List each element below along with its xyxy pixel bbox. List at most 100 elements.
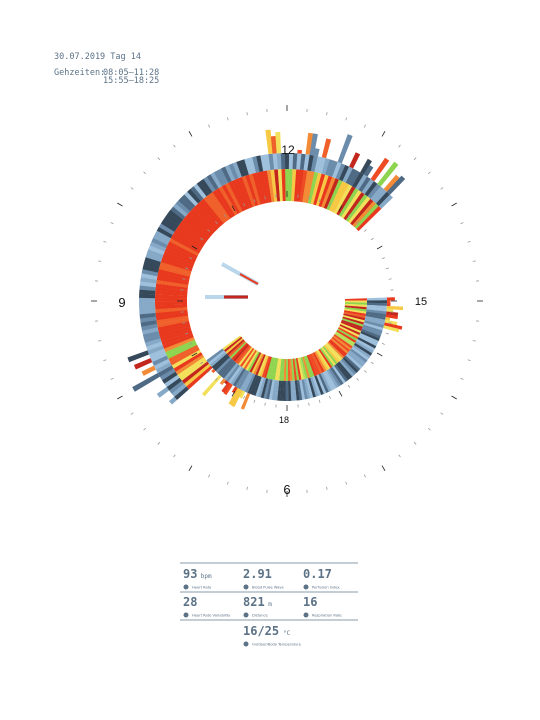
segment: [353, 342, 373, 356]
segment: [156, 279, 189, 288]
segment: [160, 258, 193, 272]
segment: [277, 380, 282, 401]
segment: [342, 166, 354, 183]
segment: [236, 345, 252, 365]
segment: [321, 138, 332, 159]
segment: [325, 159, 334, 176]
dial-label: 6: [283, 482, 290, 497]
segment: [361, 326, 382, 337]
dial-tick: [398, 144, 401, 148]
segment: [300, 356, 308, 379]
segment: [328, 368, 342, 387]
segment: [139, 301, 156, 307]
segment: [344, 298, 367, 301]
segment: [247, 374, 258, 394]
segment: [359, 333, 379, 344]
segment: [320, 372, 332, 392]
segment: [385, 316, 391, 321]
segment: [219, 378, 226, 386]
stat-label: Heart Rate Variability: [192, 614, 231, 618]
stat-label: Perfusion Index: [312, 586, 341, 590]
segment: [339, 324, 361, 336]
segment: [280, 153, 286, 170]
segment: [210, 172, 223, 189]
segment: [178, 222, 207, 244]
segment: [312, 376, 322, 396]
segment: [303, 378, 311, 399]
segment: [143, 260, 160, 270]
segment: [203, 196, 227, 224]
dial-tick: [440, 412, 444, 415]
segment: [148, 245, 165, 255]
segment: [224, 164, 236, 182]
segment: [172, 203, 188, 217]
segment: [335, 362, 351, 381]
segment: [159, 368, 176, 381]
segment: [272, 153, 279, 170]
segment: [302, 170, 312, 203]
dial-tick: [188, 465, 193, 471]
segment: [175, 354, 205, 375]
segment: [345, 353, 363, 370]
segment: [318, 157, 327, 174]
segment: [163, 216, 179, 229]
segment: [229, 341, 247, 359]
segment: [347, 351, 365, 368]
segment: [378, 194, 393, 209]
dial-tick: [364, 370, 367, 373]
segment: [206, 194, 229, 222]
segment: [140, 273, 158, 280]
segment: [327, 341, 345, 359]
dial-tick: [103, 359, 107, 362]
segment: [305, 355, 315, 377]
segment: [170, 234, 201, 254]
segment: [366, 307, 387, 312]
dial-tick: [398, 454, 401, 458]
segment: [165, 212, 181, 226]
segment: [160, 329, 192, 342]
segment: [301, 379, 308, 400]
segment: [234, 344, 251, 363]
segment: [166, 244, 197, 261]
segment: [239, 390, 246, 399]
segment: [297, 357, 304, 380]
segment: [354, 203, 379, 230]
segment: [314, 375, 324, 396]
segment: [324, 343, 341, 362]
dial-tick: [143, 171, 147, 175]
stat-value: 93: [183, 567, 197, 581]
segment: [343, 310, 366, 317]
segment: [329, 339, 348, 356]
segment: [178, 197, 193, 212]
segment: [314, 156, 323, 173]
segment: [348, 196, 371, 224]
segment: [330, 337, 349, 354]
segment: [240, 159, 250, 176]
segment: [352, 172, 364, 189]
segment: [343, 311, 366, 319]
segment: [159, 326, 192, 339]
segment: [335, 163, 346, 180]
dial-tick: [130, 412, 134, 415]
segment: [282, 380, 286, 401]
segment: [156, 315, 189, 324]
segment: [160, 219, 177, 232]
segment: [349, 348, 368, 363]
segment: [172, 231, 202, 251]
segment: [370, 186, 384, 202]
segment: [309, 353, 321, 375]
segment: [186, 365, 213, 390]
segment: [157, 272, 190, 283]
segment: [340, 358, 357, 375]
segment: [337, 134, 353, 164]
segment: [234, 178, 251, 210]
dial-tick: [157, 157, 161, 161]
stat-icon: [183, 612, 189, 618]
dial-tick: [381, 131, 386, 137]
dial-tick: [363, 474, 366, 478]
segment: [333, 364, 349, 383]
segment: [235, 369, 248, 388]
segment: [163, 251, 195, 267]
segment: [355, 174, 368, 191]
segment: [293, 169, 301, 202]
